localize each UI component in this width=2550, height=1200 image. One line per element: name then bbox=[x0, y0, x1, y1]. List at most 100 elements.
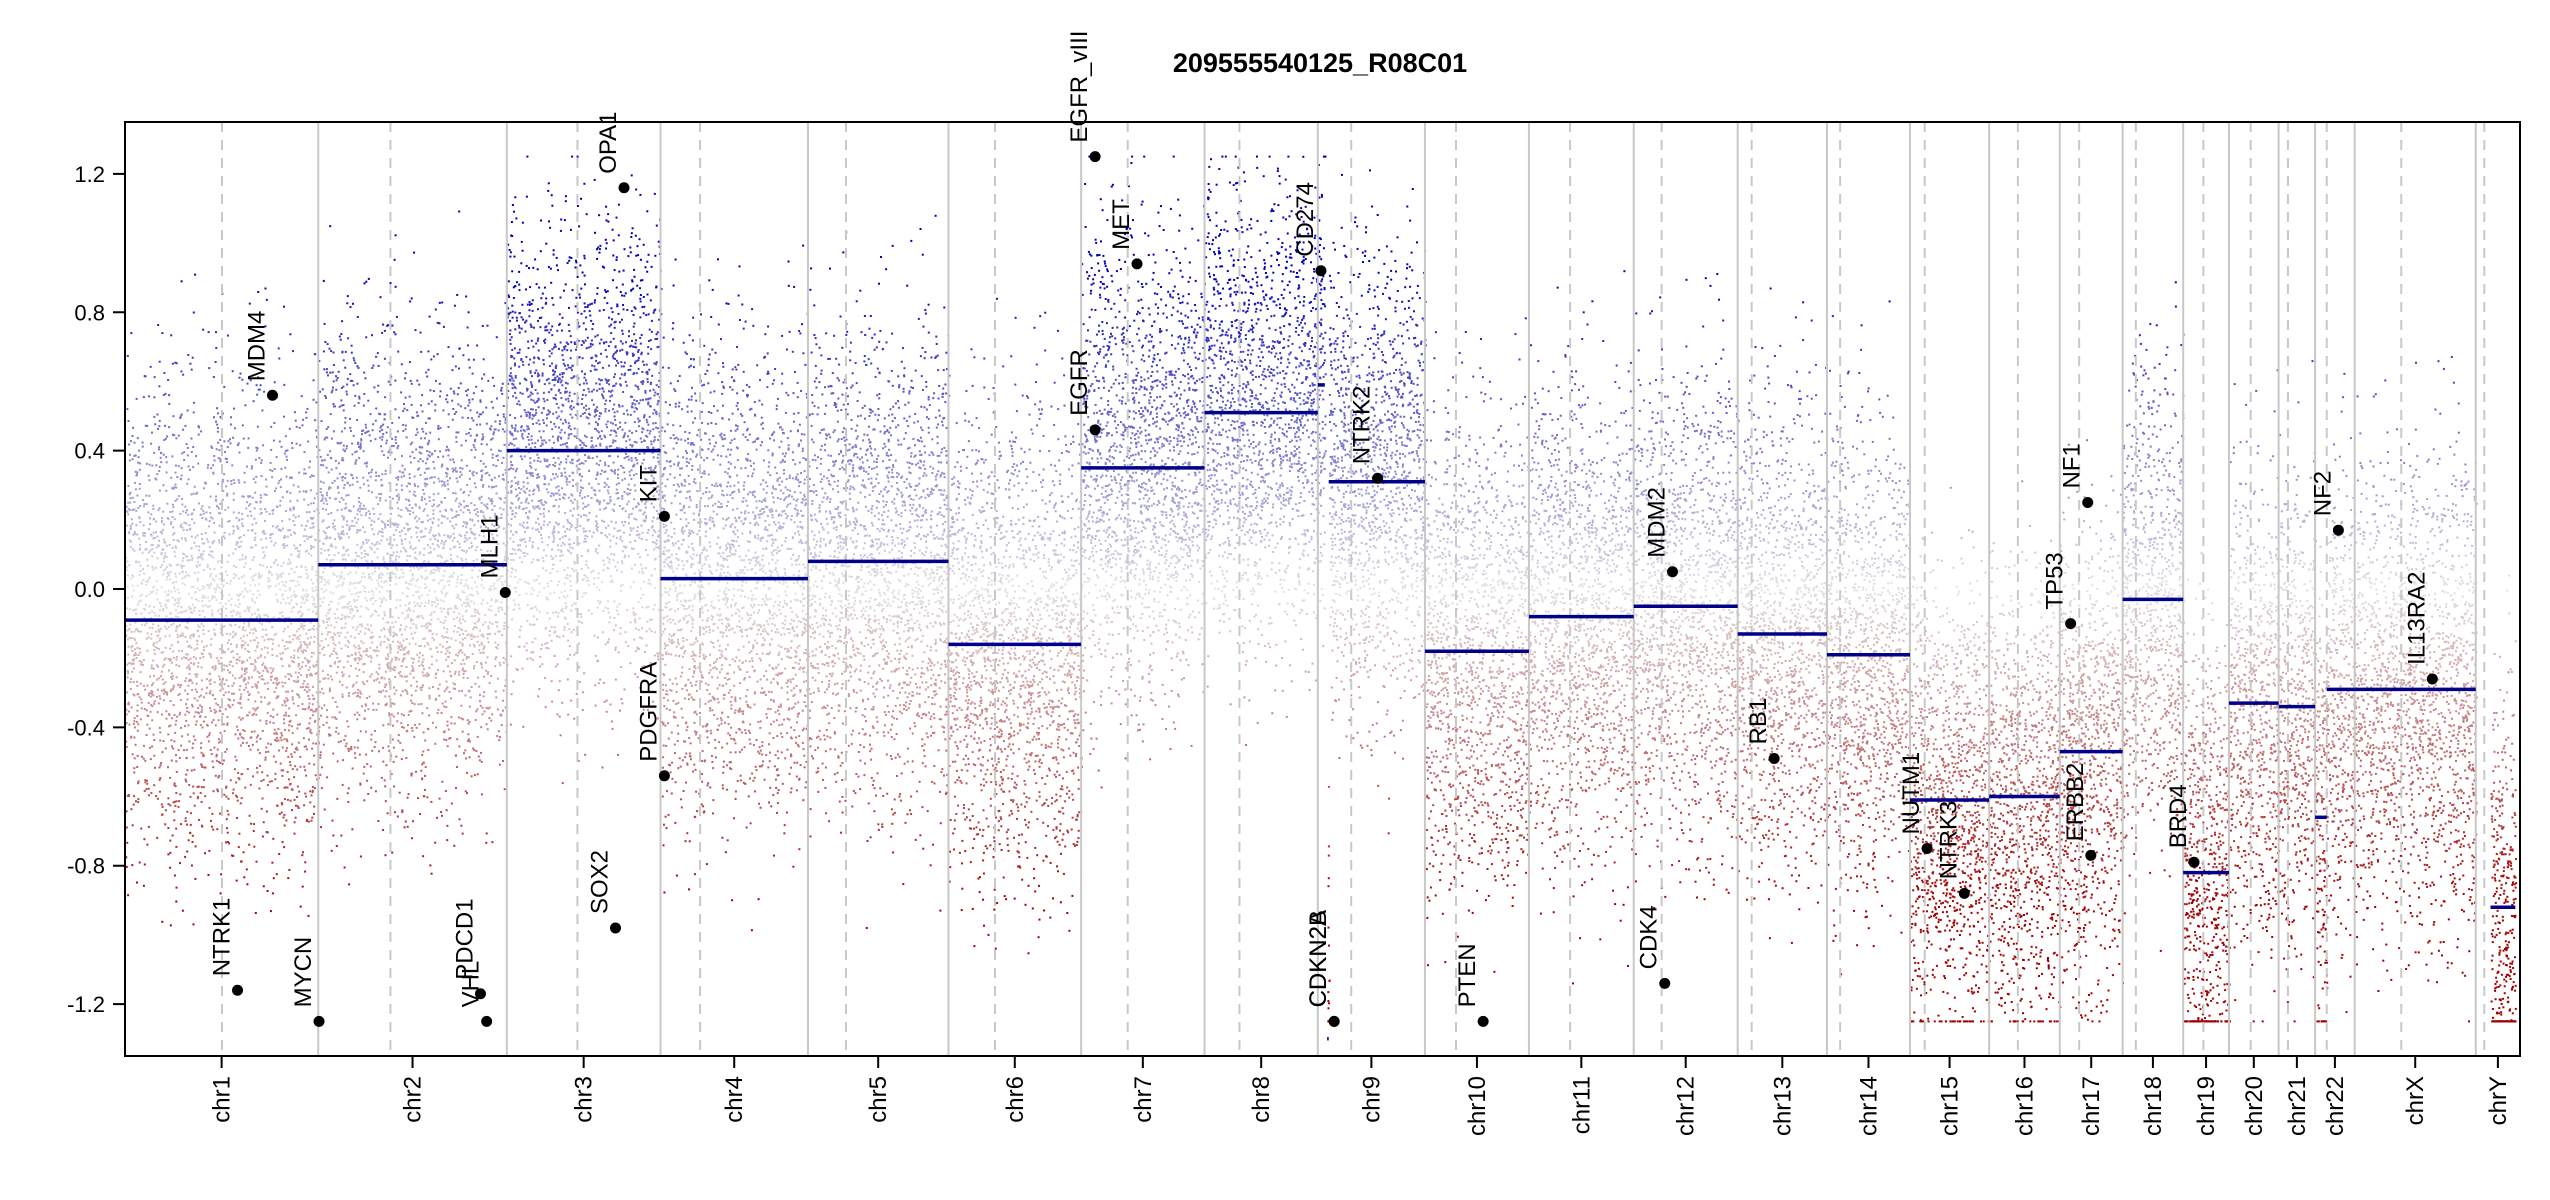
probe-point bbox=[242, 495, 245, 498]
probe-point bbox=[279, 573, 282, 576]
probe-point bbox=[204, 517, 207, 520]
probe-point bbox=[383, 561, 386, 563]
probe-point bbox=[213, 579, 216, 582]
probe-point bbox=[272, 682, 275, 684]
probe-point bbox=[146, 649, 149, 652]
probe-point bbox=[415, 504, 417, 507]
probe-point bbox=[204, 795, 207, 798]
probe-point bbox=[162, 569, 165, 572]
probe-point bbox=[151, 565, 154, 568]
probe-point bbox=[149, 746, 151, 749]
probe-point bbox=[438, 301, 441, 304]
probe-point bbox=[252, 593, 255, 596]
probe-point bbox=[192, 635, 195, 638]
probe-point bbox=[367, 484, 370, 487]
probe-point bbox=[170, 590, 173, 593]
probe-point bbox=[308, 666, 311, 669]
probe-point bbox=[222, 759, 225, 762]
probe-point bbox=[226, 446, 229, 449]
probe-point bbox=[435, 659, 438, 662]
probe-point bbox=[167, 797, 170, 800]
probe-point bbox=[266, 688, 269, 690]
probe-point bbox=[279, 601, 282, 604]
probe-point bbox=[129, 545, 132, 548]
probe-point bbox=[376, 390, 379, 393]
probe-point bbox=[386, 590, 389, 593]
probe-point bbox=[204, 604, 207, 607]
probe-point bbox=[418, 467, 421, 470]
probe-point bbox=[181, 452, 184, 455]
probe-point bbox=[313, 603, 316, 606]
probe-point bbox=[175, 546, 178, 549]
probe-point bbox=[277, 347, 280, 350]
probe-point bbox=[309, 621, 312, 624]
probe-point bbox=[130, 677, 132, 680]
probe-point bbox=[502, 656, 505, 659]
probe-point bbox=[166, 576, 168, 578]
probe-point bbox=[322, 646, 325, 649]
probe-point bbox=[273, 422, 276, 424]
probe-point bbox=[315, 401, 318, 404]
probe-point bbox=[320, 464, 323, 466]
probe-point bbox=[308, 511, 311, 514]
probe-point bbox=[420, 452, 423, 455]
probe-point bbox=[229, 610, 232, 613]
probe-point bbox=[358, 753, 361, 756]
probe-point bbox=[143, 616, 146, 619]
probe-point bbox=[289, 333, 292, 336]
probe-point bbox=[387, 542, 390, 545]
probe-point bbox=[350, 351, 353, 354]
probe-point bbox=[286, 699, 289, 702]
probe-point bbox=[361, 433, 363, 436]
probe-point bbox=[172, 684, 175, 687]
probe-point bbox=[452, 458, 455, 461]
probe-point bbox=[201, 600, 204, 603]
probe-point bbox=[468, 366, 471, 369]
probe-point bbox=[211, 517, 214, 520]
probe-point bbox=[383, 779, 386, 782]
probe-point bbox=[378, 667, 381, 670]
probe-point bbox=[490, 425, 493, 428]
probe-point bbox=[171, 678, 174, 680]
probe-point bbox=[303, 540, 306, 543]
probe-point bbox=[427, 560, 430, 563]
probe-point bbox=[292, 350, 294, 353]
probe-point bbox=[353, 600, 356, 603]
probe-point bbox=[189, 637, 192, 640]
probe-point bbox=[247, 608, 250, 611]
probe-point bbox=[300, 626, 303, 629]
probe-point bbox=[397, 498, 400, 501]
probe-point bbox=[426, 477, 428, 480]
probe-point bbox=[407, 713, 410, 716]
probe-point bbox=[343, 427, 346, 430]
probe-point bbox=[329, 371, 332, 374]
probe-point bbox=[280, 769, 283, 772]
probe-point bbox=[367, 577, 370, 580]
probe-point bbox=[192, 735, 195, 738]
probe-point bbox=[311, 694, 314, 697]
probe-point bbox=[303, 498, 306, 501]
probe-point bbox=[255, 713, 258, 716]
probe-point bbox=[232, 498, 235, 501]
probe-point bbox=[284, 466, 287, 469]
probe-point bbox=[329, 591, 332, 594]
probe-point bbox=[368, 472, 370, 475]
probe-point bbox=[127, 894, 130, 897]
probe-point bbox=[136, 766, 139, 768]
probe-point bbox=[396, 430, 399, 433]
probe-point bbox=[191, 556, 194, 559]
probe-point bbox=[137, 801, 140, 804]
probe-point bbox=[147, 636, 150, 639]
probe-point bbox=[304, 550, 307, 553]
probe-point bbox=[362, 507, 364, 510]
probe-point bbox=[296, 727, 299, 730]
probe-point bbox=[400, 484, 403, 487]
probe-point bbox=[420, 769, 423, 772]
probe-point bbox=[356, 746, 359, 749]
probe-point bbox=[259, 496, 262, 499]
probe-point bbox=[154, 423, 157, 426]
probe-point bbox=[443, 534, 446, 537]
probe-point bbox=[369, 475, 372, 478]
probe-point bbox=[156, 678, 159, 681]
probe-point bbox=[339, 538, 341, 541]
